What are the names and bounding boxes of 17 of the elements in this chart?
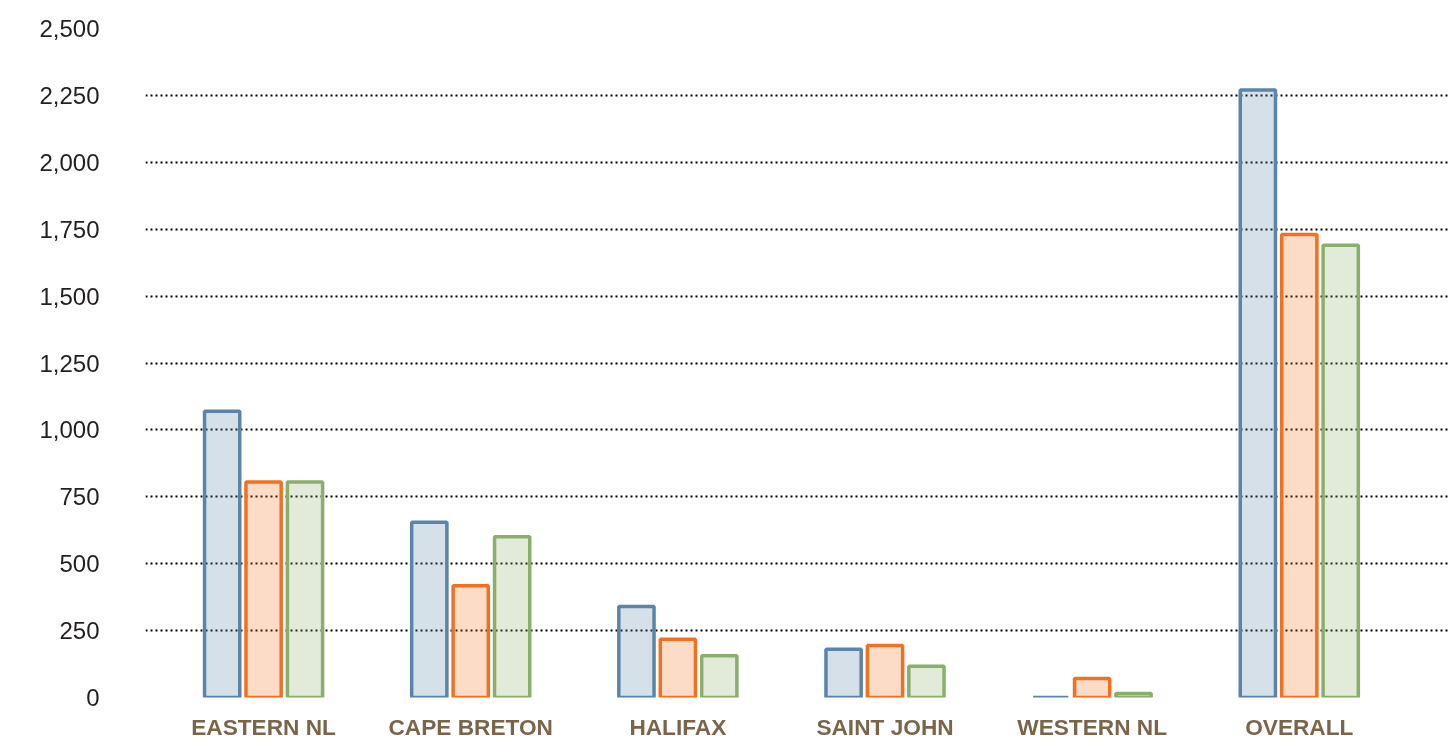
x-tick-label: OVERALL: [1245, 713, 1354, 740]
x-tick-label: HALIFAX: [629, 713, 727, 740]
x-tick-label: SAINT JOHN: [816, 713, 954, 740]
x-tick-label: WESTERN NL: [1017, 713, 1168, 740]
x-tick-label: CAPE BRETON: [388, 713, 553, 740]
y-tick-label: 2,000: [39, 148, 100, 176]
y-tick-label: 2,250: [39, 81, 100, 109]
y-tick-label: 2,500: [39, 15, 100, 42]
y-tick-label: 0: [86, 684, 100, 711]
y-tick-label: 1,250: [39, 349, 100, 377]
y-tick-label: 1,500: [39, 282, 100, 310]
y-tick-label: 750: [59, 483, 100, 511]
y-tick-label: 250: [59, 617, 100, 645]
x-tick-label: EASTERN NL: [191, 713, 337, 740]
y-tick-label: 500: [59, 550, 100, 578]
y-tick-label: 1,750: [39, 215, 100, 243]
y-tick-label: 1,000: [39, 416, 100, 444]
